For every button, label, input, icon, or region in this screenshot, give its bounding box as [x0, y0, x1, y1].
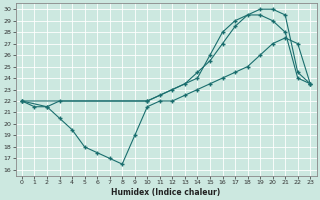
- X-axis label: Humidex (Indice chaleur): Humidex (Indice chaleur): [111, 188, 221, 197]
